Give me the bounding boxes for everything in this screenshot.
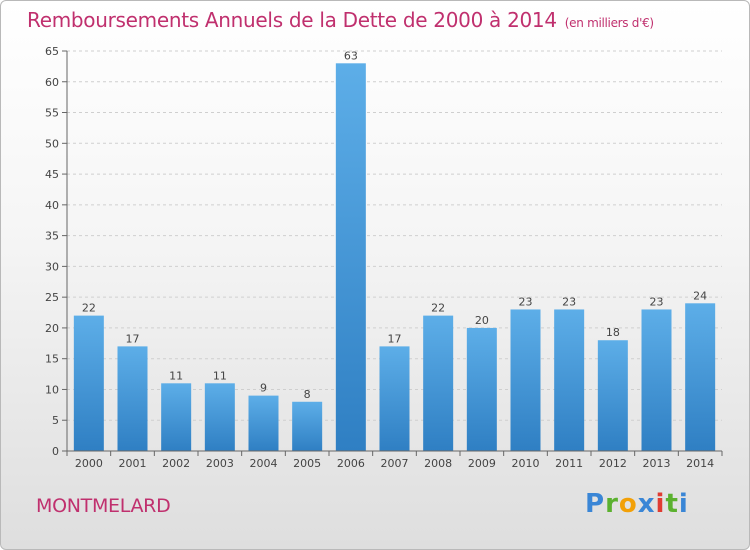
data-label-2007: 17 xyxy=(388,332,402,345)
x-tick-label-2000: 2000 xyxy=(75,457,103,470)
y-tick-label: 40 xyxy=(45,199,59,212)
y-tick-label: 45 xyxy=(45,168,59,181)
x-tick-label-2008: 2008 xyxy=(424,457,452,470)
y-tick-label: 20 xyxy=(45,322,59,335)
bar-2003 xyxy=(204,383,235,451)
y-tick-label: 0 xyxy=(52,445,59,458)
bar-2010 xyxy=(510,309,541,451)
bar-2011 xyxy=(554,309,585,451)
y-tick-label: 50 xyxy=(45,137,59,150)
data-label-2014: 24 xyxy=(693,289,707,302)
data-label-2004: 9 xyxy=(260,382,267,395)
bar-2012 xyxy=(597,340,628,451)
data-label-2001: 17 xyxy=(126,332,140,345)
y-tick-label: 60 xyxy=(45,76,59,89)
bar-2013 xyxy=(641,309,672,451)
bar-2006 xyxy=(335,63,366,452)
bar-2008 xyxy=(423,315,454,451)
y-tick-label: 55 xyxy=(45,107,59,120)
y-tick-label: 35 xyxy=(45,230,59,243)
y-tick-label: 15 xyxy=(45,353,59,366)
bar-2000 xyxy=(73,315,104,451)
data-label-2008: 22 xyxy=(431,302,445,315)
chart-unit-note: (en milliers d'€) xyxy=(564,16,654,30)
data-label-2003: 11 xyxy=(213,369,227,382)
data-label-2005: 8 xyxy=(304,388,311,401)
x-tick-label-2002: 2002 xyxy=(162,457,190,470)
x-tick-label-2012: 2012 xyxy=(599,457,627,470)
data-label-2000: 22 xyxy=(82,302,96,315)
x-tick-label-2009: 2009 xyxy=(468,457,496,470)
x-tick-label-2001: 2001 xyxy=(119,457,147,470)
data-label-2002: 11 xyxy=(169,369,183,382)
x-tick-label-2003: 2003 xyxy=(206,457,234,470)
x-tick-label-2013: 2013 xyxy=(643,457,671,470)
chart-title-text: Remboursements Annuels de la Dette de 20… xyxy=(27,8,557,32)
bar-2005 xyxy=(292,401,323,451)
proxiti-logo: Proxiti xyxy=(585,489,689,519)
data-label-2012: 18 xyxy=(606,326,620,339)
x-tick-label-2014: 2014 xyxy=(686,457,714,470)
x-tick-label-2006: 2006 xyxy=(337,457,365,470)
data-label-2009: 20 xyxy=(475,314,489,327)
x-tick-label-2007: 2007 xyxy=(381,457,409,470)
place-name: MONTMELARD xyxy=(36,495,171,517)
bars-group: 22 17 11 11 9 8 63 17 22 20 23 23 18 23 24 xyxy=(73,49,716,452)
x-tick-label-2011: 2011 xyxy=(555,457,583,470)
bar-2001 xyxy=(117,346,148,451)
x-tick-label-2010: 2010 xyxy=(512,457,540,470)
bar-2007 xyxy=(379,346,410,451)
y-tick-label: 65 xyxy=(45,45,59,58)
bar-2014 xyxy=(685,303,716,451)
y-tick-label: 5 xyxy=(52,414,59,427)
data-label-2010: 23 xyxy=(519,295,533,308)
axes-group: 0 5 10 15 20 25 30 35 40 45 50 55 60 65 2000 2001 2002 20… xyxy=(45,45,723,470)
y-tick-label: 30 xyxy=(45,260,59,273)
bar-2004 xyxy=(248,395,279,451)
y-tick-label: 10 xyxy=(45,383,59,396)
data-label-2013: 23 xyxy=(650,295,664,308)
data-label-2006: 63 xyxy=(344,49,358,62)
x-tick-label-2004: 2004 xyxy=(250,457,278,470)
y-tick-label: 25 xyxy=(45,291,59,304)
chart-title: Remboursements Annuels de la Dette de 20… xyxy=(27,8,654,32)
data-label-2011: 23 xyxy=(562,295,576,308)
bar-2009 xyxy=(466,327,497,451)
x-tick-label-2005: 2005 xyxy=(293,457,321,470)
bar-2002 xyxy=(161,383,192,451)
